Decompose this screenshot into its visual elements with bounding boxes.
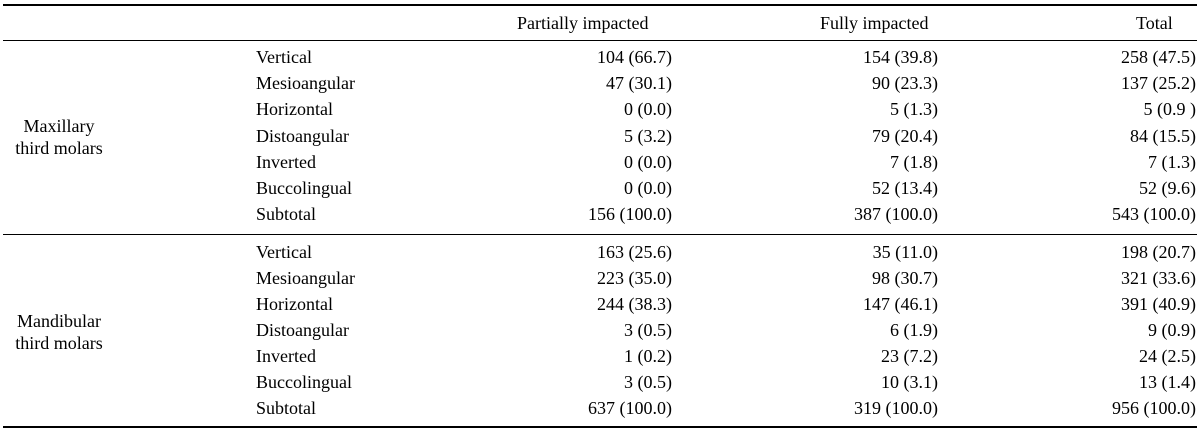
table-row: Inverted 0 (0.0) 7 (1.8) 7 (1.3) bbox=[0, 150, 1200, 174]
fully-value: 154 (39.8) bbox=[863, 47, 938, 67]
impaction-type: Buccolingual bbox=[256, 372, 352, 392]
fully-value: 319 (100.0) bbox=[854, 398, 938, 418]
fully-value: 5 (1.3) bbox=[890, 99, 938, 119]
fully-value: 35 (11.0) bbox=[872, 242, 938, 262]
partial-value: 637 (100.0) bbox=[588, 398, 672, 418]
total-value: 7 (1.3) bbox=[1148, 152, 1196, 172]
group-label-line: third molars bbox=[15, 138, 103, 158]
partial-value: 156 (100.0) bbox=[588, 204, 672, 224]
fully-value: 90 (23.3) bbox=[872, 73, 938, 93]
group-label-mandibular: Mandibular third molars bbox=[3, 310, 115, 354]
impaction-type: Subtotal bbox=[256, 204, 317, 224]
partial-value: 104 (66.7) bbox=[597, 47, 672, 67]
group-label-line: third molars bbox=[15, 333, 103, 353]
impaction-type: Buccolingual bbox=[256, 178, 352, 198]
table-top-rule bbox=[3, 4, 1197, 6]
partial-value: 3 (0.5) bbox=[624, 320, 672, 340]
impaction-type: Subtotal bbox=[256, 398, 317, 418]
header-partially-impacted: Partially impacted bbox=[517, 13, 649, 33]
impaction-type: Horizontal bbox=[256, 294, 333, 314]
total-value: 137 (25.2) bbox=[1121, 73, 1196, 93]
header-fully-impacted: Fully impacted bbox=[820, 13, 929, 33]
group-label-line: Mandibular bbox=[17, 311, 101, 331]
impaction-type: Vertical bbox=[256, 242, 312, 262]
total-value: 543 (100.0) bbox=[1112, 204, 1196, 224]
total-value: 321 (33.6) bbox=[1121, 268, 1196, 288]
partial-value: 223 (35.0) bbox=[597, 268, 672, 288]
table-row: Inverted 1 (0.2) 23 (7.2) 24 (2.5) bbox=[0, 344, 1200, 368]
table-row: Mesioangular 223 (35.0) 98 (30.7) 321 (3… bbox=[0, 266, 1200, 290]
total-value: 956 (100.0) bbox=[1112, 398, 1196, 418]
partial-value: 0 (0.0) bbox=[624, 99, 672, 119]
impaction-type: Distoangular bbox=[256, 126, 349, 146]
partial-value: 5 (3.2) bbox=[624, 126, 672, 146]
table-row: Horizontal 0 (0.0) 5 (1.3) 5 (0.9 ) bbox=[0, 97, 1200, 121]
table-row: Distoangular 3 (0.5) 6 (1.9) 9 (0.9) bbox=[0, 318, 1200, 342]
total-value: 258 (47.5) bbox=[1121, 47, 1196, 67]
total-value: 9 (0.9) bbox=[1148, 320, 1196, 340]
group-label-line: Maxillary bbox=[23, 116, 95, 136]
total-value: 84 (15.5) bbox=[1130, 126, 1196, 146]
fully-value: 387 (100.0) bbox=[854, 204, 938, 224]
impaction-type: Horizontal bbox=[256, 99, 333, 119]
fully-value: 79 (20.4) bbox=[872, 126, 938, 146]
table-header-rule bbox=[3, 40, 1197, 41]
impaction-type: Inverted bbox=[256, 152, 316, 172]
partial-value: 0 (0.0) bbox=[624, 152, 672, 172]
total-value: 198 (20.7) bbox=[1121, 242, 1196, 262]
total-value: 391 (40.9) bbox=[1121, 294, 1196, 314]
table-row: Subtotal 156 (100.0) 387 (100.0) 543 (10… bbox=[0, 202, 1200, 226]
table-row: Vertical 163 (25.6) 35 (11.0) 198 (20.7) bbox=[0, 240, 1200, 264]
fully-value: 147 (46.1) bbox=[863, 294, 938, 314]
fully-value: 6 (1.9) bbox=[890, 320, 938, 340]
table-row: Mesioangular 47 (30.1) 90 (23.3) 137 (25… bbox=[0, 71, 1200, 95]
partial-value: 244 (38.3) bbox=[597, 294, 672, 314]
table-row: Distoangular 5 (3.2) 79 (20.4) 84 (15.5) bbox=[0, 124, 1200, 148]
header-total: Total bbox=[1136, 13, 1173, 33]
group-label-maxillary: Maxillary third molars bbox=[3, 115, 115, 159]
impaction-type: Mesioangular bbox=[256, 268, 355, 288]
fully-value: 7 (1.8) bbox=[890, 152, 938, 172]
partial-value: 1 (0.2) bbox=[624, 346, 672, 366]
fully-value: 10 (3.1) bbox=[881, 372, 938, 392]
table-row: Vertical 104 (66.7) 154 (39.8) 258 (47.5… bbox=[0, 45, 1200, 69]
fully-value: 52 (13.4) bbox=[872, 178, 938, 198]
table-row: Subtotal 637 (100.0) 319 (100.0) 956 (10… bbox=[0, 396, 1200, 420]
fully-value: 23 (7.2) bbox=[881, 346, 938, 366]
partial-value: 163 (25.6) bbox=[597, 242, 672, 262]
table-row: Buccolingual 0 (0.0) 52 (13.4) 52 (9.6) bbox=[0, 176, 1200, 200]
partial-value: 47 (30.1) bbox=[606, 73, 672, 93]
total-value: 52 (9.6) bbox=[1139, 178, 1196, 198]
partial-value: 0 (0.0) bbox=[624, 178, 672, 198]
group-divider-rule bbox=[3, 234, 1197, 235]
impaction-type: Inverted bbox=[256, 346, 316, 366]
impaction-type: Distoangular bbox=[256, 320, 349, 340]
total-value: 13 (1.4) bbox=[1139, 372, 1196, 392]
total-value: 24 (2.5) bbox=[1139, 346, 1196, 366]
total-value: 5 (0.9 ) bbox=[1143, 99, 1197, 119]
table-bottom-rule bbox=[3, 426, 1197, 428]
table-row: Buccolingual 3 (0.5) 10 (3.1) 13 (1.4) bbox=[0, 370, 1200, 394]
fully-value: 98 (30.7) bbox=[872, 268, 938, 288]
impaction-type: Mesioangular bbox=[256, 73, 355, 93]
impaction-type: Vertical bbox=[256, 47, 312, 67]
table-row: Horizontal 244 (38.3) 147 (46.1) 391 (40… bbox=[0, 292, 1200, 316]
partial-value: 3 (0.5) bbox=[624, 372, 672, 392]
